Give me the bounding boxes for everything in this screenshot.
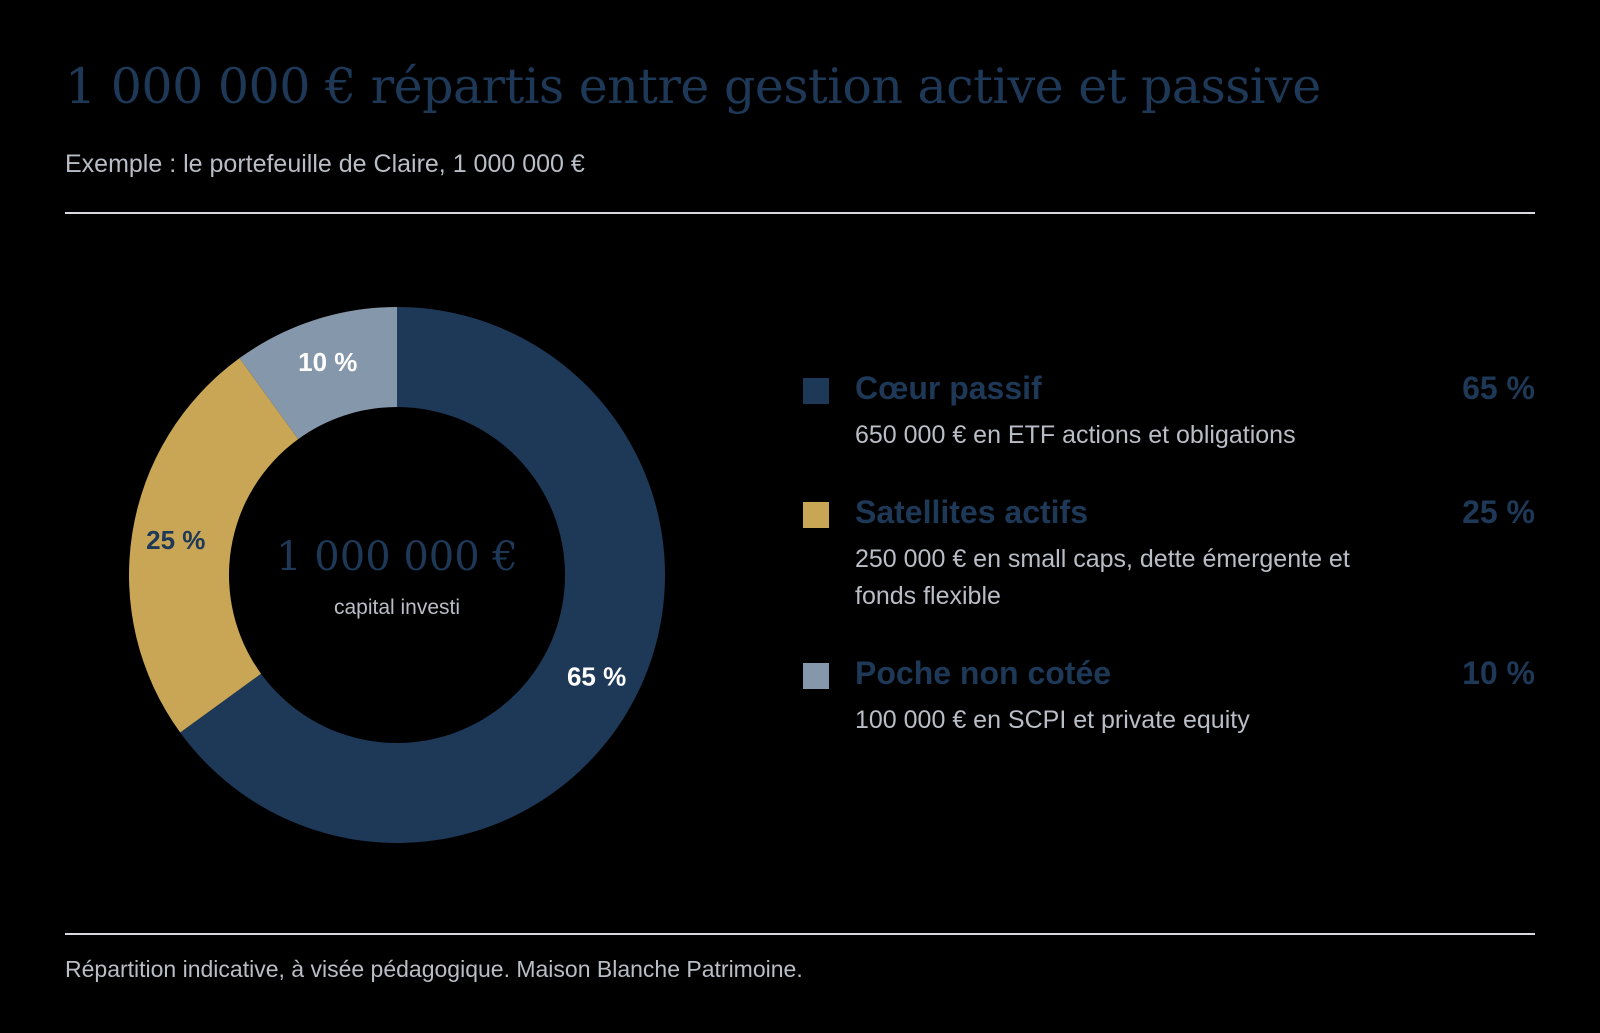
legend-item-name: Satellites actifs [855, 494, 1088, 530]
legend-item-percentage: 65 % [1462, 370, 1535, 406]
legend-swatch [803, 378, 829, 404]
donut-slice-labels: 65 % 25 % 10 % [146, 347, 626, 692]
legend-item-poche-non-cotee: Poche non cotée 10 % 100 000 € en SCPI e… [803, 655, 1535, 739]
legend-item-name: Poche non cotée [855, 655, 1112, 691]
legend-item-percentage: 25 % [1462, 494, 1535, 530]
donut-slices [129, 307, 665, 844]
donut-center-caption: capital investi [334, 596, 460, 619]
donut-slice-3 [239, 307, 397, 440]
legend-item-name: Cœur passif [855, 370, 1042, 406]
donut-slice-2 [129, 358, 299, 733]
legend-item-description: 100 000 € en SCPI et private equity [855, 706, 1250, 734]
donut-slice-label-1: 65 % [567, 662, 626, 692]
footer-divider [65, 933, 1535, 935]
donut-center-value: 1 000 000 € [276, 534, 518, 580]
page-subtitle: Exemple : le portefeuille de Claire, 1 0… [65, 150, 585, 178]
legend-item-percentage: 10 % [1462, 655, 1535, 691]
legend-item-description: 650 000 € en ETF actions et obligations [855, 421, 1296, 449]
legend-swatch [803, 663, 829, 689]
legend-item-description: 250 000 € en small caps, dette émergente… [855, 545, 1350, 610]
footnote: Répartition indicative, à visée pédagogi… [65, 956, 803, 982]
legend-item-satellites-actifs: Satellites actifs 25 % 250 000 € en smal… [803, 494, 1535, 615]
header-divider [65, 212, 1535, 214]
legend-item-coeur-passif: Cœur passif 65 % 650 000 € en ETF action… [803, 370, 1535, 454]
donut-slice-label-2: 25 % [146, 525, 205, 555]
donut-slice-1 [180, 307, 665, 844]
chart-legend: Cœur passif 65 % 650 000 € en ETF action… [803, 370, 1535, 739]
page-title: 1 000 000 € répartis entre gestion activ… [65, 58, 1321, 115]
donut-slice-label-3: 10 % [298, 347, 357, 377]
legend-swatch [803, 502, 829, 528]
